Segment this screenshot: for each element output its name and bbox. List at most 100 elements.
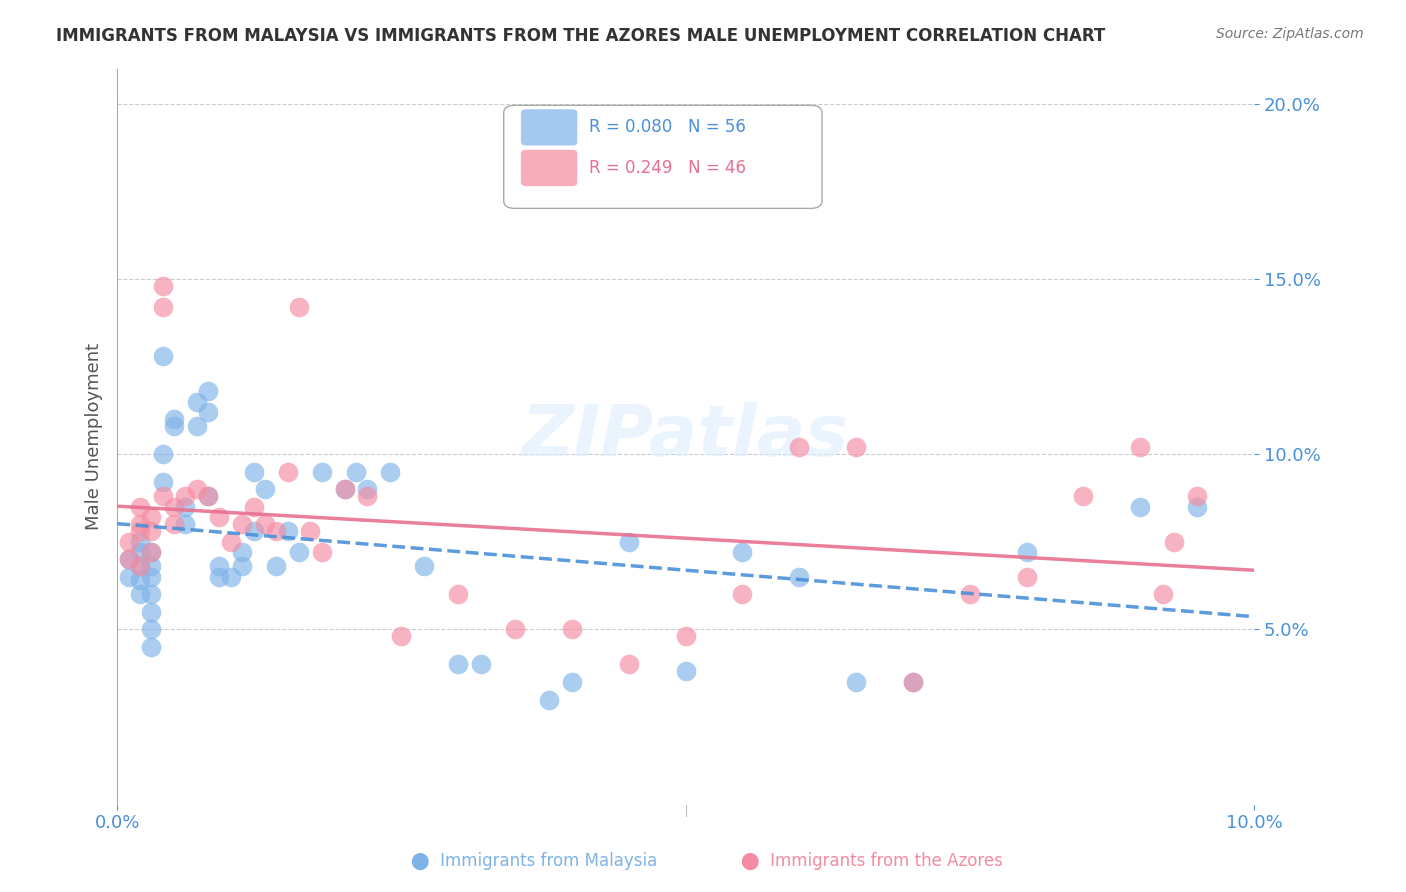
Point	[311, 545, 333, 559]
Point	[959, 587, 981, 601]
FancyBboxPatch shape	[520, 150, 578, 186]
Point	[1015, 545, 1038, 559]
Point	[787, 570, 810, 584]
Point	[174, 500, 197, 514]
Point	[197, 405, 219, 419]
Point	[731, 587, 754, 601]
Point	[117, 570, 139, 584]
Point	[413, 559, 436, 574]
Text: R = 0.249   N = 46: R = 0.249 N = 46	[589, 159, 747, 177]
Point	[845, 675, 868, 690]
Point	[901, 675, 924, 690]
Point	[1073, 489, 1095, 503]
FancyBboxPatch shape	[520, 109, 578, 145]
Point	[1129, 500, 1152, 514]
Text: ⬤  Immigrants from Malaysia: ⬤ Immigrants from Malaysia	[411, 852, 658, 870]
Point	[253, 482, 276, 496]
Point	[141, 545, 163, 559]
Point	[333, 482, 356, 496]
Point	[141, 559, 163, 574]
Point	[141, 605, 163, 619]
Point	[174, 489, 197, 503]
Text: IMMIGRANTS FROM MALAYSIA VS IMMIGRANTS FROM THE AZORES MALE UNEMPLOYMENT CORRELA: IMMIGRANTS FROM MALAYSIA VS IMMIGRANTS F…	[56, 27, 1105, 45]
Point	[208, 570, 231, 584]
Point	[675, 629, 697, 643]
Point	[152, 278, 174, 293]
Point	[538, 692, 561, 706]
Point	[129, 574, 152, 588]
FancyBboxPatch shape	[503, 105, 823, 209]
Point	[141, 587, 163, 601]
Point	[845, 440, 868, 454]
Point	[219, 570, 242, 584]
Point	[311, 465, 333, 479]
Point	[356, 489, 378, 503]
Point	[1185, 489, 1208, 503]
Point	[356, 482, 378, 496]
Point	[1015, 570, 1038, 584]
Point	[253, 517, 276, 532]
Point	[186, 394, 208, 409]
Point	[1152, 587, 1174, 601]
Point	[231, 545, 253, 559]
Point	[129, 534, 152, 549]
Point	[141, 570, 163, 584]
Point	[266, 524, 288, 539]
Point	[186, 482, 208, 496]
Point	[174, 517, 197, 532]
Y-axis label: Male Unemployment: Male Unemployment	[86, 343, 103, 530]
Point	[561, 623, 583, 637]
Point	[141, 545, 163, 559]
Point	[231, 559, 253, 574]
Point	[129, 545, 152, 559]
Point	[117, 552, 139, 566]
Point	[152, 300, 174, 314]
Point	[163, 419, 186, 434]
Point	[344, 465, 367, 479]
Point	[447, 657, 470, 672]
Point	[378, 465, 401, 479]
Point	[447, 587, 470, 601]
Text: ⬤  Immigrants from the Azores: ⬤ Immigrants from the Azores	[741, 852, 1002, 870]
Point	[152, 489, 174, 503]
Point	[129, 517, 152, 532]
Text: R = 0.080   N = 56: R = 0.080 N = 56	[589, 119, 745, 136]
Point	[503, 623, 526, 637]
Point	[277, 524, 299, 539]
Point	[152, 475, 174, 490]
Point	[117, 552, 139, 566]
Point	[1163, 534, 1185, 549]
Point	[242, 500, 264, 514]
Point	[208, 559, 231, 574]
Text: ZIPatlas: ZIPatlas	[522, 402, 849, 471]
Point	[129, 524, 152, 539]
Point	[470, 657, 492, 672]
Point	[129, 500, 152, 514]
Point	[288, 300, 311, 314]
Point	[242, 465, 264, 479]
Point	[299, 524, 322, 539]
Point	[141, 623, 163, 637]
Point	[731, 545, 754, 559]
Point	[242, 524, 264, 539]
Point	[266, 559, 288, 574]
Point	[129, 559, 152, 574]
Point	[231, 517, 253, 532]
Point	[1129, 440, 1152, 454]
Point	[617, 534, 640, 549]
Point	[197, 489, 219, 503]
Point	[129, 559, 152, 574]
Point	[277, 465, 299, 479]
Point	[197, 384, 219, 398]
Point	[208, 510, 231, 524]
Point	[617, 657, 640, 672]
Point	[186, 419, 208, 434]
Point	[163, 412, 186, 426]
Point	[152, 447, 174, 461]
Point	[141, 510, 163, 524]
Point	[163, 500, 186, 514]
Point	[1185, 500, 1208, 514]
Point	[219, 534, 242, 549]
Point	[152, 349, 174, 363]
Point	[141, 640, 163, 654]
